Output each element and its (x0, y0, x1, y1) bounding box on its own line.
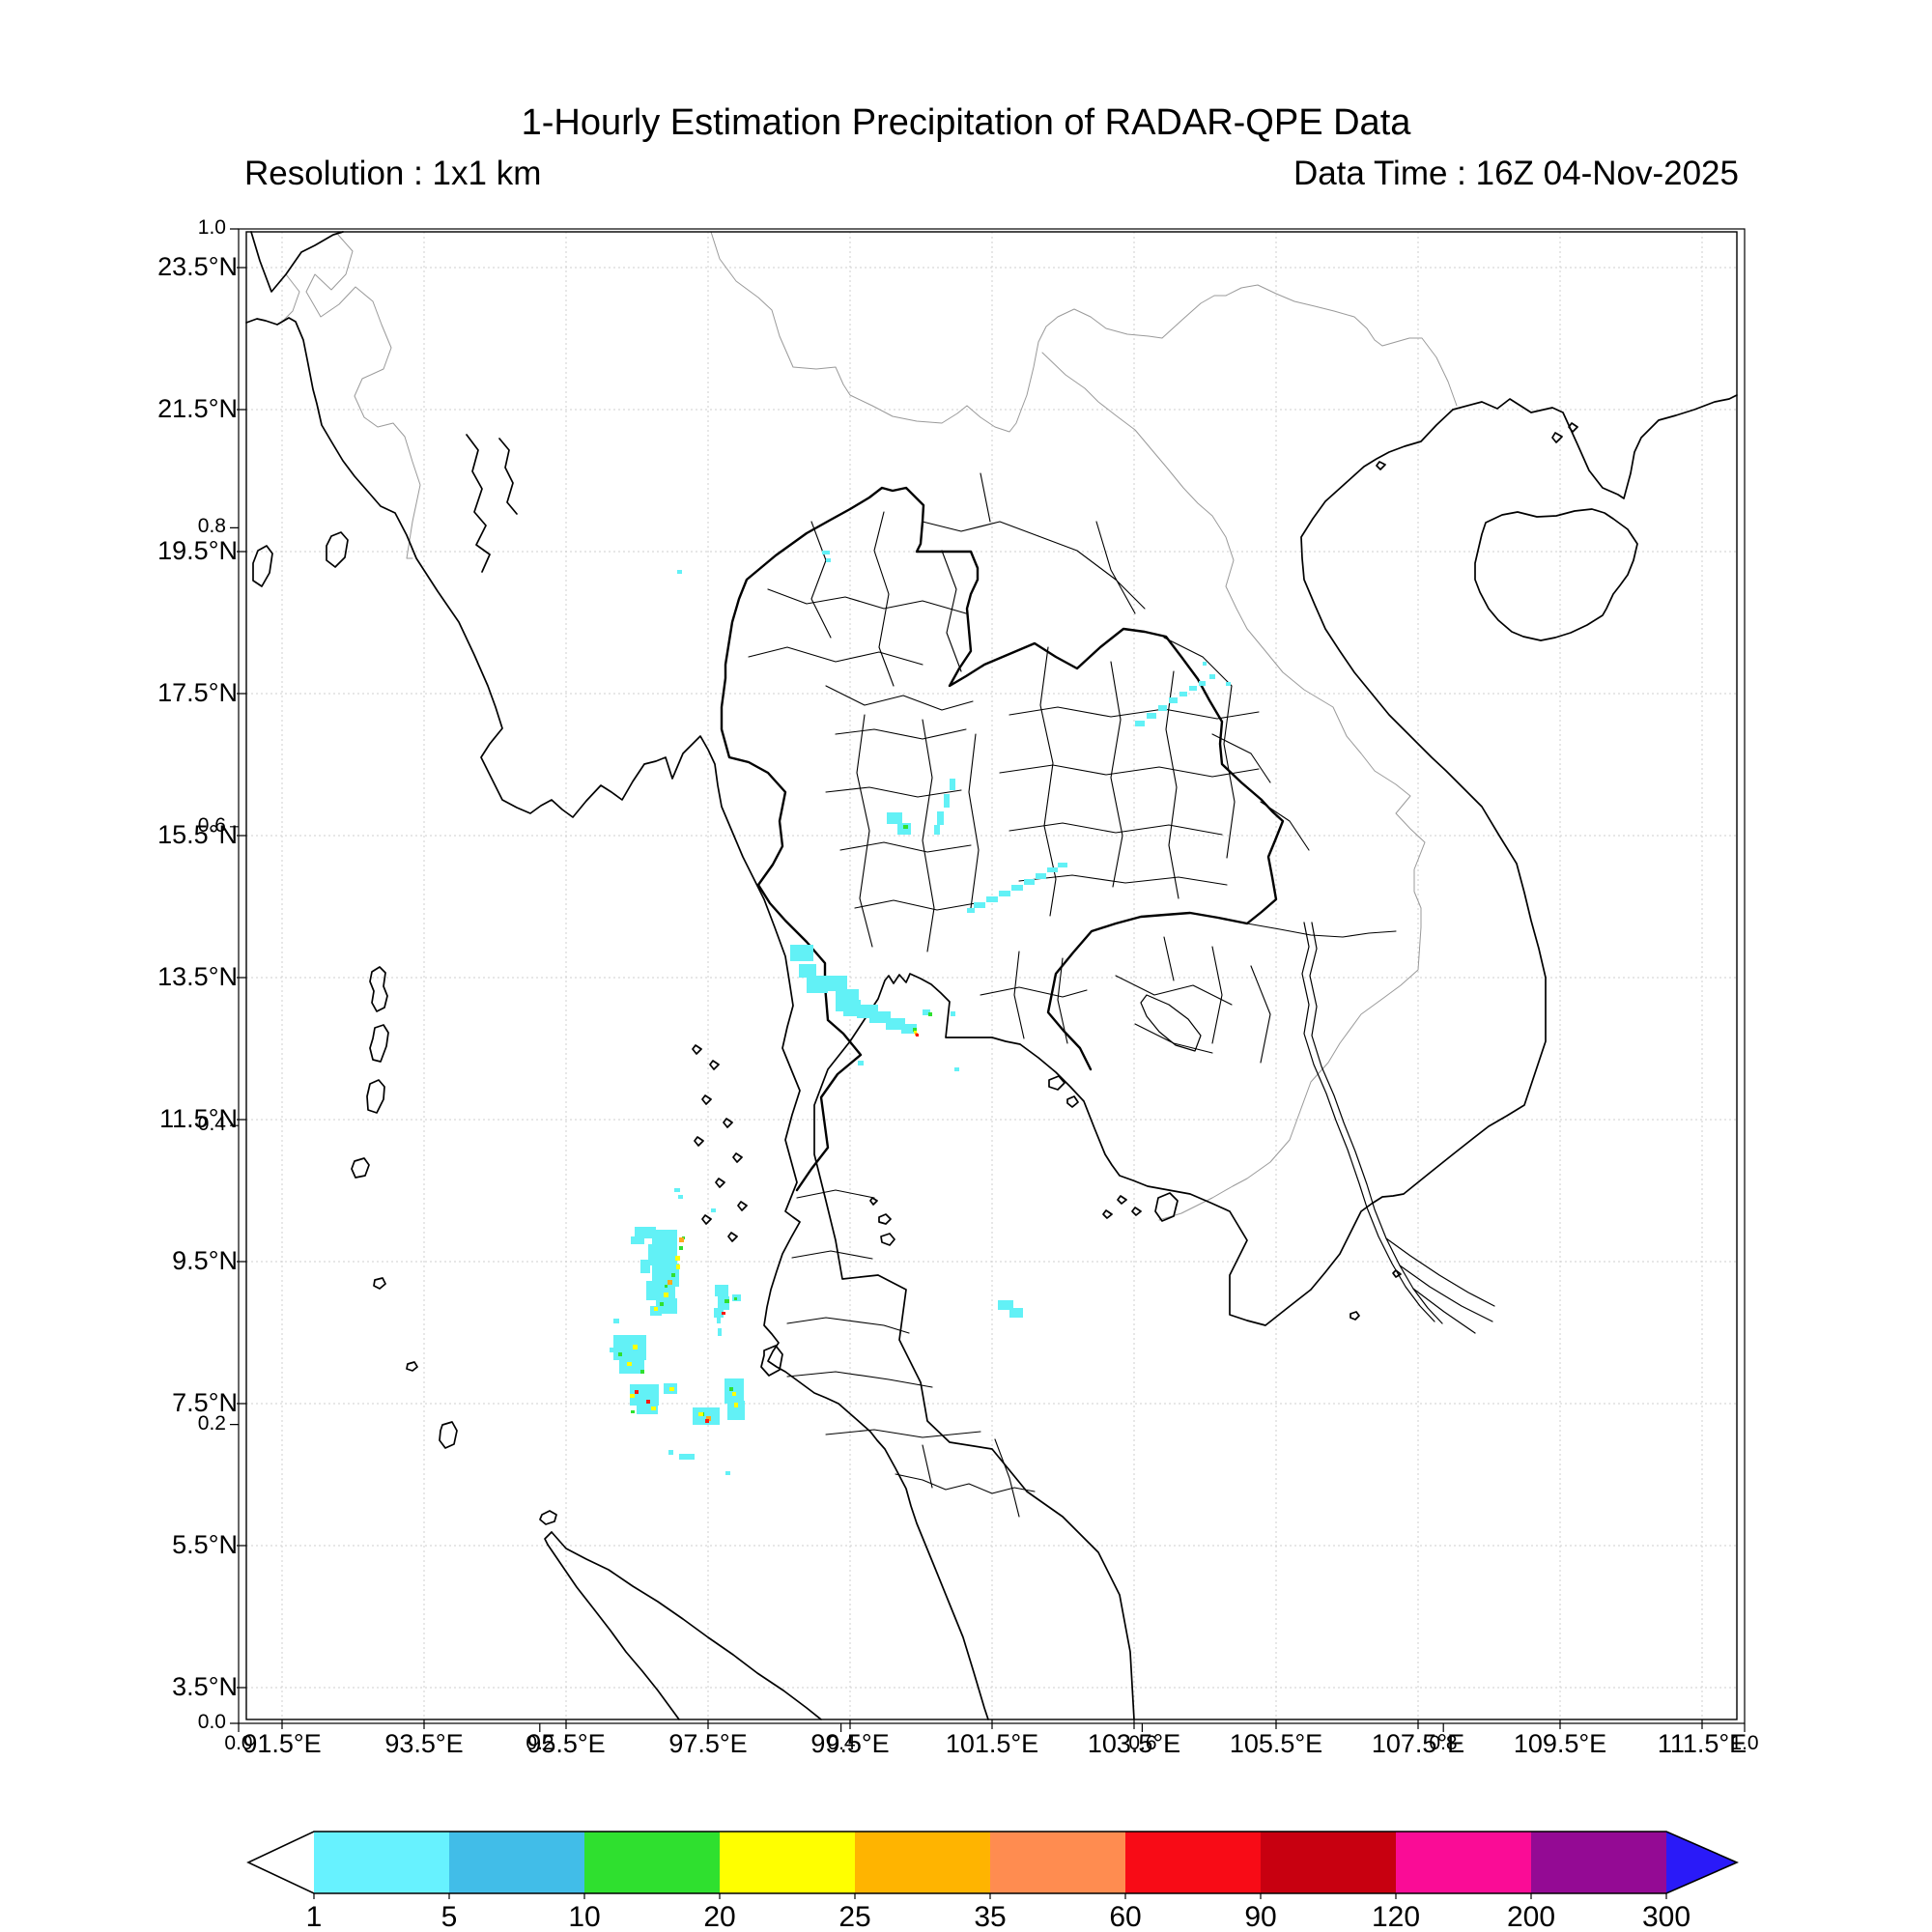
precip-layer (610, 551, 1231, 1475)
colorbar-tick: 25 (838, 1901, 871, 1932)
colorbar-seg (855, 1832, 990, 1893)
precip-heavy (627, 1031, 917, 1416)
colorbar-seg (1261, 1832, 1396, 1893)
lat-tick: 15.5°N (157, 820, 238, 849)
data-time-label: Data Time : 16Z 04-Nov-2025 (1293, 155, 1739, 192)
colorbar-tick: 20 (703, 1901, 736, 1932)
lat-tick: 17.5°N (157, 678, 238, 707)
coastlines (245, 231, 1738, 1720)
outer-x-tick: 0.6 (1128, 1732, 1157, 1754)
colorbar-seg (1125, 1832, 1261, 1893)
colorbar-over-arrow (1666, 1832, 1737, 1893)
precip-intense (635, 1034, 919, 1423)
map-plot (230, 228, 1746, 1732)
colorbar-tick: 1 (305, 1901, 323, 1932)
outer-x-tick: 0.4 (827, 1732, 856, 1754)
colorbar-seg (1396, 1832, 1531, 1893)
lat-tick: 3.5°N (172, 1672, 238, 1701)
colorbar-seg (1531, 1832, 1666, 1893)
precip-very-heavy (668, 1033, 918, 1421)
lon-tick: 91.5°E (242, 1729, 322, 1758)
colorbar-seg (314, 1832, 449, 1893)
outer-x-tick: 0.0 (224, 1732, 253, 1754)
colorbar-tick: 60 (1109, 1901, 1142, 1932)
colorbar-tick: 120 (1371, 1901, 1421, 1932)
outer-y-tick: 0.2 (197, 1412, 226, 1435)
outer-y-tick: 1.0 (197, 216, 226, 239)
outer-axes (230, 228, 1746, 1732)
lon-tick: 111.5°E (1657, 1729, 1747, 1758)
lon-tick: 95.5°E (526, 1729, 606, 1758)
country-borders (280, 231, 1458, 1221)
lat-tick: 13.5°N (157, 962, 238, 991)
colorbar-seg (720, 1832, 855, 1893)
precip-moderate (618, 825, 932, 1416)
lon-tick: 99.5°E (810, 1729, 890, 1758)
colorbar-seg (990, 1832, 1125, 1893)
lon-tick: 109.5°E (1513, 1729, 1607, 1758)
lon-tick: 105.5°E (1229, 1729, 1323, 1758)
colorbar-tick: 10 (568, 1901, 601, 1932)
outer-y-tick: 0.0 (197, 1711, 226, 1733)
outer-x-tick: 0.2 (526, 1732, 554, 1754)
page-title: 1-Hourly Estimation Precipitation of RAD… (521, 102, 1411, 143)
colorbar-tick: 35 (974, 1901, 1007, 1932)
thailand-border (720, 486, 1285, 1192)
graticule (246, 232, 1737, 1719)
colorbar-tick: 5 (440, 1901, 458, 1932)
lat-tick: 11.5°N (159, 1104, 238, 1133)
lat-tick: 21.5°N (157, 394, 238, 423)
province-borders (748, 472, 1397, 1518)
lon-tick: 107.5°E (1371, 1729, 1465, 1758)
lon-tick: 97.5°E (668, 1729, 748, 1758)
precip-light (610, 551, 1231, 1475)
lat-tick: 5.5°N (172, 1530, 238, 1559)
colorbar (246, 1831, 1739, 1899)
colorbar-seg (449, 1832, 584, 1893)
lat-tick: 7.5°N (172, 1388, 238, 1417)
colorbar-under-arrow (248, 1832, 314, 1893)
lat-tick: 19.5°N (157, 536, 238, 565)
outer-y-tick: 0.4 (197, 1113, 226, 1135)
resolution-label: Resolution : 1x1 km (244, 155, 542, 192)
colorbar-tick: 200 (1506, 1901, 1556, 1932)
colorbar-seg (584, 1832, 720, 1893)
colorbar-tick: 90 (1244, 1901, 1277, 1932)
outer-x-tick: 1.0 (1730, 1732, 1759, 1754)
lat-tick: 9.5°N (172, 1246, 238, 1275)
mekong-river (1140, 922, 1495, 1334)
lon-tick: 103.5°E (1087, 1729, 1181, 1758)
outer-x-tick: 0.8 (1429, 1732, 1458, 1754)
colorbar-tick: 300 (1641, 1901, 1691, 1932)
outer-y-tick: 0.6 (197, 814, 226, 837)
lon-tick: 101.5°E (945, 1729, 1039, 1758)
lat-tick: 23.5°N (157, 252, 238, 281)
map-axes (237, 231, 1738, 1729)
outer-y-tick: 0.8 (197, 515, 226, 537)
lon-tick: 93.5°E (384, 1729, 464, 1758)
